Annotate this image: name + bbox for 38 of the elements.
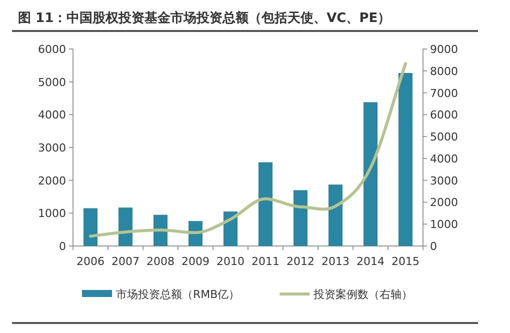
y2-tick-label: 8000 — [430, 64, 458, 78]
x-tick-label: 2006 — [76, 255, 104, 268]
bar — [364, 102, 378, 246]
y-tick-label: 1000 — [38, 207, 66, 220]
legend-label: 市场投资总额（RMB亿） — [116, 288, 240, 301]
y-tick-label: 4000 — [38, 108, 66, 122]
y2-tick-label: 2000 — [430, 196, 458, 210]
x-tick-label: 2011 — [252, 255, 280, 268]
x-tick-label: 2010 — [216, 255, 244, 268]
y-tick-label: 0 — [59, 240, 66, 253]
bar — [118, 208, 132, 246]
bar — [154, 214, 168, 246]
x-tick-label: 2008 — [146, 255, 174, 268]
x-tick-label: 2014 — [356, 255, 384, 268]
x-tick-label: 2013 — [322, 255, 350, 268]
y2-tick-label: 7000 — [430, 86, 458, 100]
y-tick-label: 3000 — [38, 142, 66, 154]
legend-label: 投资案例数（右轴） — [312, 288, 413, 301]
y2-tick-label: 4000 — [430, 152, 458, 166]
bar — [294, 190, 308, 246]
bar — [328, 184, 342, 246]
x-tick-label: 2012 — [286, 255, 314, 268]
bar — [398, 72, 412, 246]
y-tick-label: 5000 — [38, 76, 66, 89]
y2-tick-label: 9000 — [430, 43, 458, 56]
bar — [258, 162, 272, 246]
y2-tick-label: 6000 — [430, 108, 458, 122]
x-tick-label: 2009 — [182, 255, 210, 268]
y2-tick-label: 0 — [430, 240, 437, 253]
chart-title: 图 11：中国股权投资基金市场投资总额（包括天使、VC、PE） — [18, 10, 391, 26]
x-tick-label: 2015 — [392, 255, 420, 268]
x-tick-label: 2007 — [112, 255, 140, 268]
y2-tick-label: 5000 — [430, 130, 458, 144]
y-tick-label: 6000 — [38, 43, 66, 56]
y2-tick-label: 3000 — [430, 174, 458, 188]
y-tick-label: 2000 — [38, 174, 66, 188]
bar — [84, 208, 98, 246]
y2-tick-label: 1000 — [430, 218, 458, 232]
